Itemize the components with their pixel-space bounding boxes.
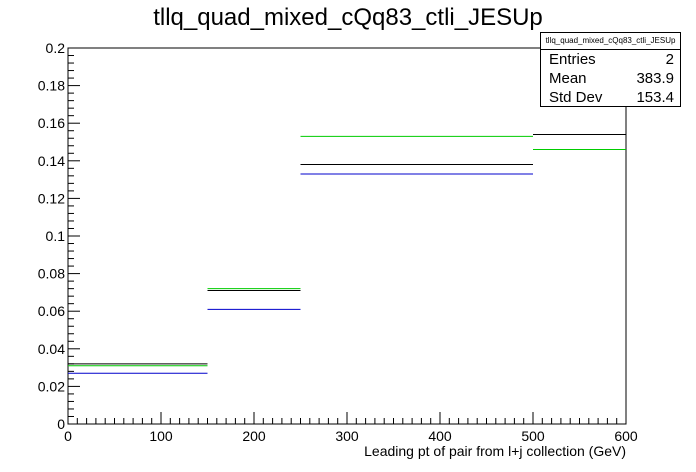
y-tick-label: 0.08 <box>38 266 65 282</box>
stats-row-stddev: Std Dev 153.4 <box>541 88 680 107</box>
stats-label: Std Dev <box>549 89 603 106</box>
x-tick-label: 400 <box>428 428 452 444</box>
stats-box: tllq_quad_mixed_cQq83_ctli_JESUp Entries… <box>540 32 681 107</box>
stats-value: 2 <box>665 51 674 68</box>
x-tick-label: 200 <box>242 428 266 444</box>
stats-row-mean: Mean 383.9 <box>541 69 680 88</box>
y-tick-label: 0.14 <box>38 153 65 169</box>
chart-title: tllq_quad_mixed_cQq83_ctli_JESUp <box>153 4 543 31</box>
y-tick-label: 0.2 <box>46 40 66 56</box>
y-tick-label: 0.1 <box>46 228 66 244</box>
x-tick-label: 0 <box>64 428 72 444</box>
x-tick-label: 300 <box>335 428 359 444</box>
y-tick-label: 0.04 <box>38 341 65 357</box>
x-axis-label: Leading pt of pair from l+j collection (… <box>364 443 626 459</box>
y-tick-label: 0.02 <box>38 378 65 394</box>
stats-value: 153.4 <box>636 89 674 106</box>
y-tick-label: 0.16 <box>38 115 65 131</box>
x-tick-label: 100 <box>149 428 173 444</box>
stats-label: Entries <box>549 51 596 68</box>
stats-box-name: tllq_quad_mixed_cQq83_ctli_JESUp <box>541 33 680 50</box>
stats-label: Mean <box>549 70 587 87</box>
stats-value: 383.9 <box>636 70 674 87</box>
y-tick-label: 0 <box>57 416 65 432</box>
x-tick-label: 500 <box>521 428 545 444</box>
y-tick-label: 0.06 <box>38 303 65 319</box>
y-tick-label: 0.18 <box>38 78 65 94</box>
stats-row-entries: Entries 2 <box>541 50 680 69</box>
x-tick-label: 600 <box>614 428 638 444</box>
y-tick-label: 0.12 <box>38 190 65 206</box>
